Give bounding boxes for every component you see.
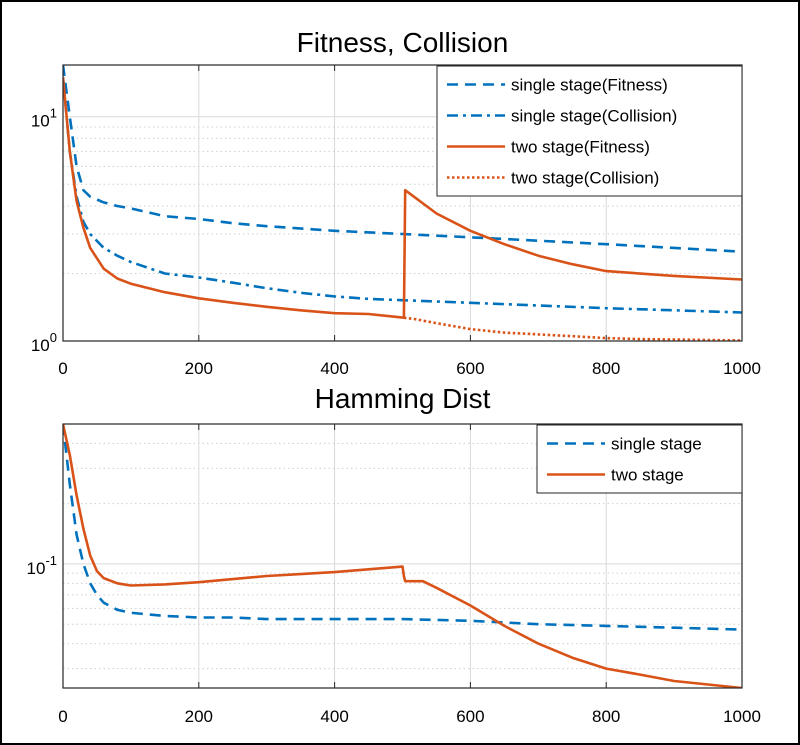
- series-line: [63, 77, 742, 320]
- series-line: [63, 424, 742, 688]
- series-line: [63, 424, 742, 631]
- x-tick-label: 400: [320, 707, 348, 726]
- chart-title: Hamming Dist: [315, 383, 491, 414]
- chart-hamming-dist: 0 200 400 600 800 1000 10-1 Hamming Dist singl…: [27, 383, 761, 726]
- x-tick-label: 600: [456, 707, 484, 726]
- legend-box: [536, 424, 743, 494]
- x-tick-label: 400: [320, 359, 348, 378]
- legend: single stage(Fitness) single stage(Collis…: [436, 65, 743, 197]
- legend-label: single stage: [611, 435, 702, 454]
- x-tick-label: 0: [58, 359, 67, 378]
- legend: single stage two stage: [536, 424, 743, 494]
- tick-labels: 0 200 400 600 800 1000 10-1: [27, 424, 761, 726]
- chart-fitness-collision: 0 200 400 600 800 1000 100 101 Fitness, Collisi…: [31, 27, 761, 378]
- x-tick-label: 1000: [723, 359, 761, 378]
- series-line: [63, 77, 742, 314]
- legend-label: two stage(Fitness): [511, 138, 650, 157]
- series-lines: [63, 65, 742, 341]
- series-line: [403, 316, 742, 341]
- x-tick-label: 600: [456, 359, 484, 378]
- series-lines: [63, 424, 742, 688]
- x-tick-label: 200: [185, 359, 213, 378]
- axes-box: [62, 64, 743, 342]
- x-tick-label: 1000: [723, 707, 761, 726]
- chart-title: Fitness, Collision: [297, 27, 509, 58]
- x-tick-label: 200: [185, 707, 213, 726]
- legend-box: [436, 65, 743, 197]
- x-tick-label: 800: [592, 359, 620, 378]
- grid-lines: [62, 423, 743, 688]
- y-tick-label: 101: [31, 106, 57, 131]
- legend-label: single stage(Fitness): [511, 76, 668, 95]
- y-tick-label: 100: [31, 330, 57, 355]
- legend-label: single stage(Collision): [511, 107, 677, 126]
- series-line: [63, 65, 742, 253]
- legend-label: two stage: [611, 466, 684, 485]
- x-tick-label: 0: [58, 707, 67, 726]
- x-tick-label: 800: [592, 707, 620, 726]
- axes-box: [62, 423, 743, 689]
- y-tick-label: 10-1: [27, 553, 57, 578]
- legend-label: two stage(Collision): [511, 169, 659, 188]
